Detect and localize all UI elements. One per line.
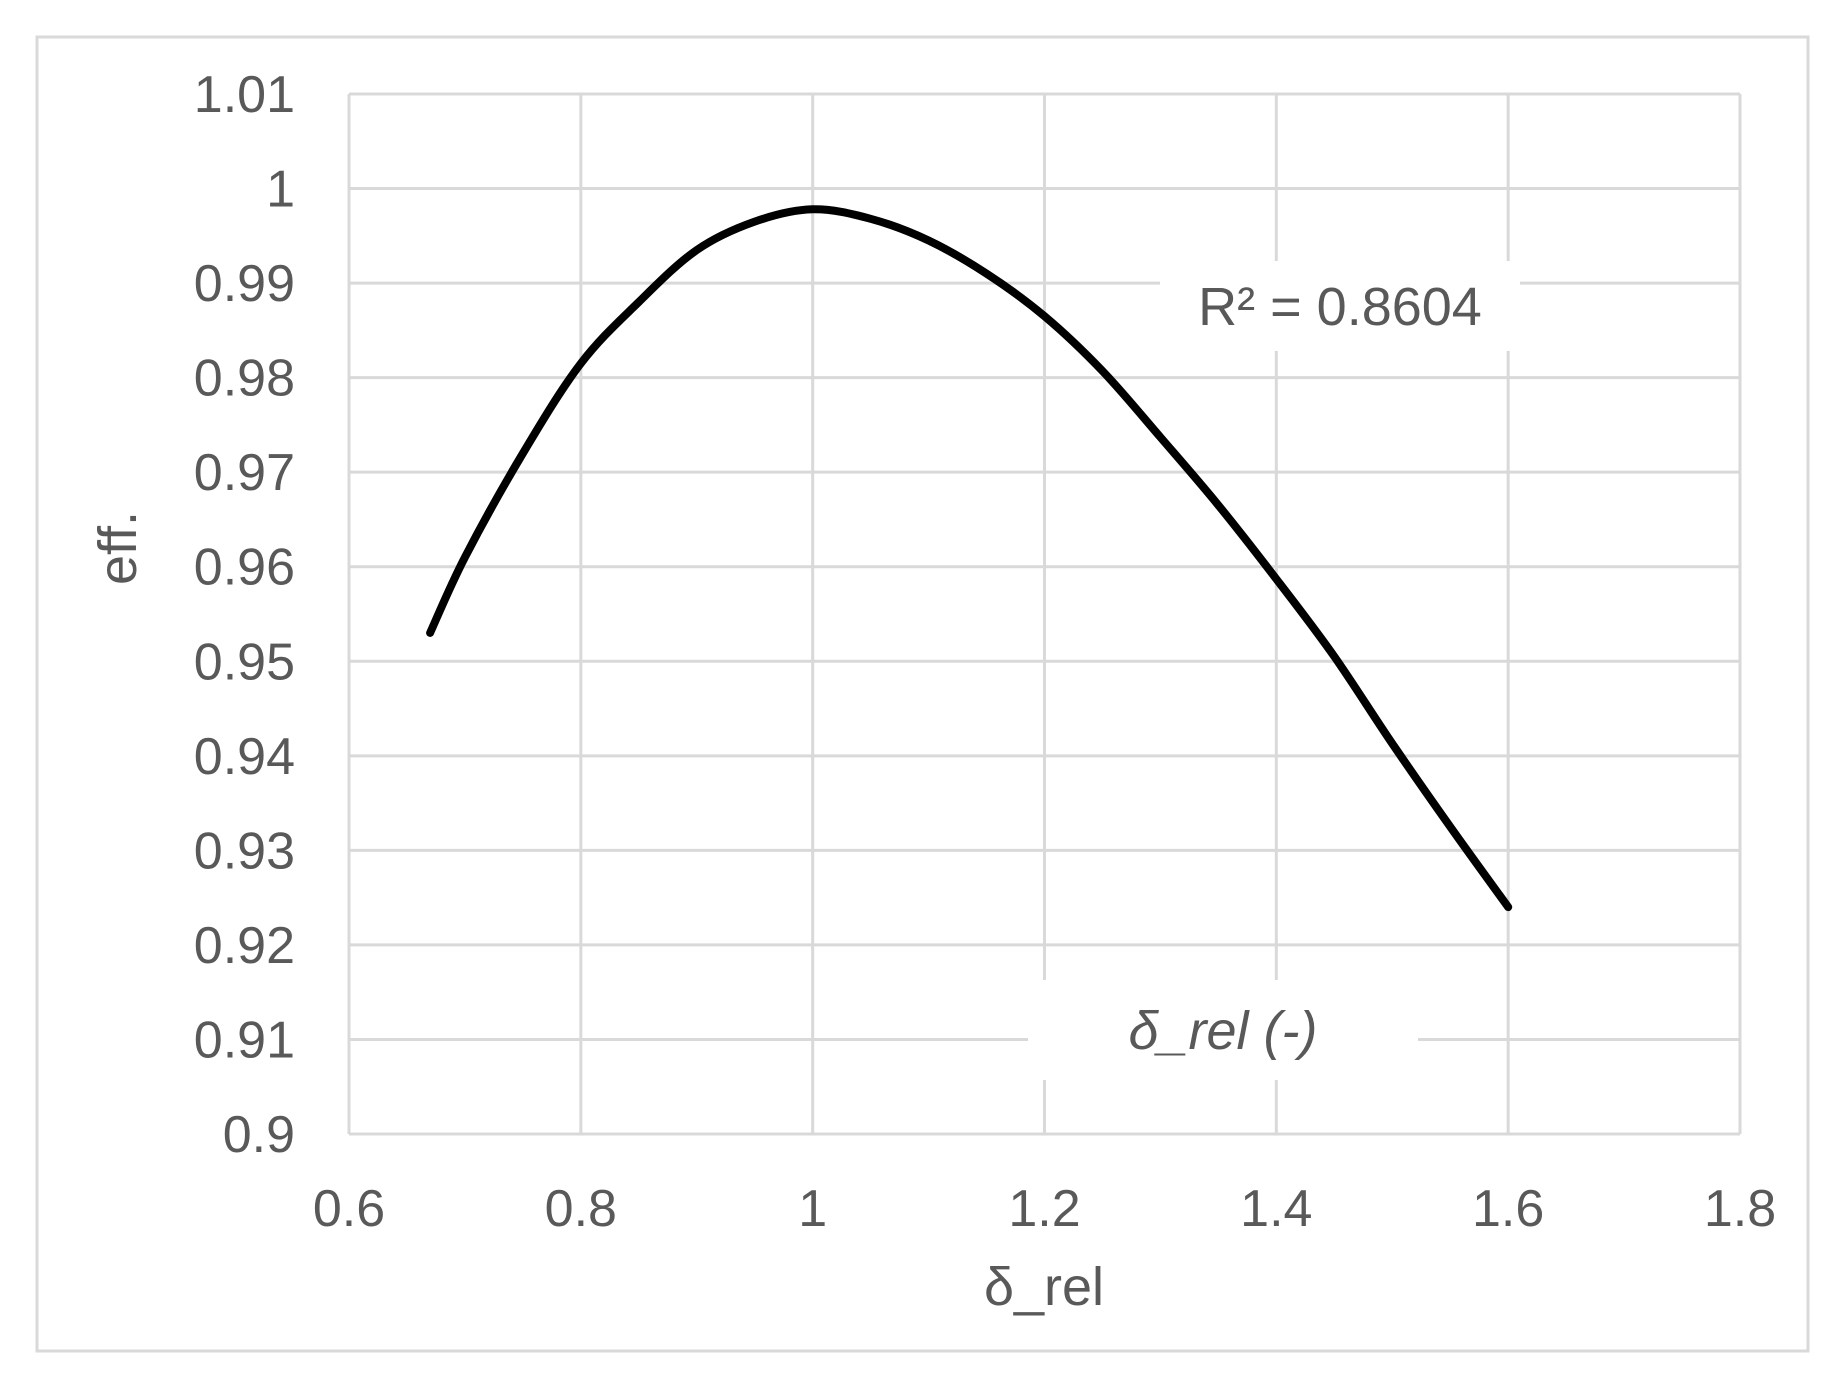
y-tick-label: 1.01: [194, 66, 295, 124]
y-tick-label: 0.96: [194, 539, 295, 597]
series-line-0: [426, 205, 1513, 912]
y-axis-ticks: 0.9 0.91 0.92 0.93 0.94 0.95 0.96 0.97 0.98 0.99 1…: [194, 66, 295, 1164]
x-tick-label: 1.6: [1472, 1180, 1544, 1238]
y-tick-label: 0.9: [223, 1106, 295, 1164]
y-tick-label: 0.95: [194, 633, 295, 691]
x-tick-label: 0.6: [313, 1180, 385, 1238]
annotations-group: R² = 0.8604 δ_rel (-): [1028, 261, 1520, 1080]
y-tick-label: 0.98: [194, 350, 295, 408]
y-tick-label: 0.97: [194, 444, 295, 502]
x-axis-label: δ_rel: [984, 1257, 1104, 1317]
r-squared-annotation: R² = 0.8604: [1198, 277, 1482, 337]
inner-axis-title-annotation-background: [1028, 980, 1418, 1080]
y-tick-label: 0.93: [194, 822, 295, 880]
y-tick-label: 0.91: [194, 1011, 295, 1069]
x-tick-label: 1.8: [1704, 1180, 1776, 1238]
inner-axis-title-annotation: δ_rel (-): [1129, 1001, 1318, 1061]
x-tick-label: 1.2: [1008, 1180, 1080, 1238]
y-axis-label: eff.: [88, 511, 148, 585]
grid-lines: [347, 92, 1742, 1136]
x-tick-label: 1.4: [1240, 1180, 1312, 1238]
y-tick-label: 0.92: [194, 917, 295, 975]
chart-border: [35, 35, 1810, 1353]
y-tick-label: 0.94: [194, 728, 295, 786]
y-tick-label: 1: [266, 161, 295, 219]
series-group: [426, 205, 1513, 912]
y-tick-label: 0.99: [194, 255, 295, 313]
r-squared-annotation-background: [1160, 261, 1520, 351]
x-tick-label: 1: [798, 1180, 827, 1238]
x-axis-ticks: 0.6 0.8 1 1.2 1.4 1.6 1.8: [313, 1180, 1776, 1238]
x-tick-label: 0.8: [545, 1180, 617, 1238]
